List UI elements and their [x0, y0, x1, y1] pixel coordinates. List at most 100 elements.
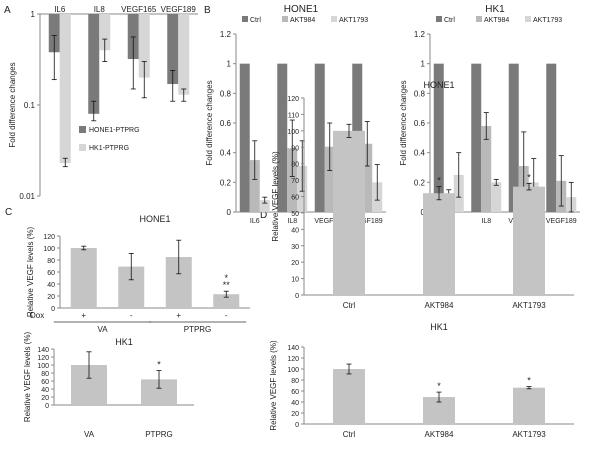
chart-c-hone1-dox-value: +: [81, 311, 86, 320]
chart-b-hone1-legend-label: Ctrl: [250, 17, 261, 24]
chart-d-hk1-category-label: AKT1793: [512, 430, 546, 439]
chart-c-hone1-y-axis-label: Relative VEGF levels (%): [26, 227, 35, 318]
chart-a-bar: [138, 14, 150, 78]
chart-b-hone1-bar: [239, 63, 250, 212]
chart-d-hone1-bar: [333, 130, 365, 295]
chart-d-hone1-y-tick-label: 100: [287, 129, 299, 136]
chart-d-hone1-y-tick-label: 120: [287, 96, 299, 103]
chart-b-hone1-y-tick-label: 0.8: [220, 89, 232, 98]
chart-c-hk1-y-tick-label: 140: [37, 347, 49, 354]
chart-c-hone1-group-label: PTPRG: [184, 325, 212, 334]
chart-b-hone1-bar: [259, 200, 270, 212]
chart-c-hone1-y-tick-label: 80: [47, 258, 55, 265]
chart-a-y-tick-label: 1: [31, 10, 36, 19]
chart-c-hk1-y-axis-label: Relative VEGF levels (%): [23, 332, 32, 423]
chart-a-legend-swatch: [79, 144, 86, 151]
chart-c-hk1-y-tick-label: 100: [37, 363, 49, 370]
chart-b-hk1-category-label: VEGF189: [546, 218, 577, 225]
chart-c-hk1-title: HK1: [115, 337, 133, 347]
chart-b-hone1-legend-swatch: [282, 16, 288, 22]
chart-b-hone1-y-tick-label: 0.4: [220, 149, 232, 158]
chart-b-hone1-y-axis-label: Fold difference changes: [205, 80, 214, 165]
chart-b-hk1-y-tick-label: 0.6: [414, 119, 426, 128]
chart-d-hk1-significance-mark: *: [527, 376, 531, 386]
chart-a-category-label: IL6: [54, 5, 66, 14]
chart-d-hone1-y-tick-label: 10: [291, 277, 299, 284]
chart-d-hk1-y-tick-label: 120: [287, 356, 299, 363]
chart-b-hk1-bar: [491, 182, 502, 212]
chart-b-hone1-bar: [362, 143, 373, 212]
chart-b-hone1-legend-label: AKT1793: [339, 17, 368, 24]
chart-b-hk1-legend-swatch: [436, 16, 442, 22]
chart-d-hone1-y-tick-label: 0: [295, 293, 299, 300]
chart-d-hone1-title: HONE1: [423, 80, 454, 90]
chart-a-category-label: VEGF165: [121, 5, 157, 14]
chart-c-hone1-y-tick-label: 100: [43, 246, 55, 253]
chart-b-hk1-legend-label: AKT984: [484, 17, 509, 24]
chart-b-hk1-y-tick-label: 1.2: [414, 30, 426, 39]
chart-a-bar: [99, 14, 111, 51]
chart-b-hone1: 0 0.2 0.4 0.6 0.8 1 1.2 Fold difference changes…: [205, 4, 386, 225]
chart-b-hone1-bar: [287, 148, 298, 212]
chart-d-hk1-bar: [333, 369, 365, 424]
chart-d-hone1-category-label: AKT984: [425, 301, 454, 310]
chart-d-hk1-y-tick-label: 0: [295, 422, 299, 429]
chart-c-hone1-dox-value: +: [176, 311, 181, 320]
chart-b-hk1-y-tick-label: 0.8: [414, 89, 426, 98]
chart-b-hk1-legend-label: Ctrl: [444, 17, 455, 24]
chart-d-hone1-y-tick-label: 20: [291, 260, 299, 267]
chart-d-hone1-bar: [513, 186, 545, 295]
chart-b-hone1-bar: [277, 63, 288, 212]
chart-b-hk1-title: HK1: [485, 4, 505, 15]
chart-c-hk1-y-tick-label: 0: [45, 403, 49, 410]
chart-d-hone1-y-tick-label: 60: [291, 195, 299, 202]
chart-b-hone1-title: HONE1: [284, 4, 319, 15]
chart-d-hone1-category-label: AKT1793: [512, 301, 546, 310]
panel-label-d: D: [260, 210, 267, 221]
panel-label-b: B: [204, 5, 211, 16]
chart-c-hone1-significance-mark: **: [223, 280, 231, 290]
chart-c-hone1-dox-value: -: [130, 311, 133, 320]
chart-b-hone1-bar: [324, 146, 335, 212]
chart-b-hk1-y-axis-label: Fold difference changes: [399, 80, 408, 165]
chart-d-hone1-category-label: Ctrl: [343, 301, 356, 310]
chart-c-hone1-dox-label: Dox: [30, 311, 44, 320]
chart-b-hk1-bar: [546, 63, 557, 212]
chart-b-hone1-category-label: VEGF165: [314, 218, 345, 225]
chart-c-hone1-group-label: VA: [97, 325, 108, 334]
chart-d-hone1-y-tick-label: 50: [291, 211, 299, 218]
panel-label-c: C: [5, 207, 12, 218]
chart-d-hk1-y-tick-label: 140: [287, 345, 299, 352]
chart-c-hk1-y-tick-label: 40: [41, 387, 49, 394]
chart-b-hk1-bar: [471, 63, 482, 212]
chart-d-hk1-y-tick-label: 80: [291, 378, 299, 385]
chart-a-y-tick-label: 0.1: [24, 101, 36, 110]
chart-d-hone1-significance-mark: *: [437, 176, 441, 186]
chart-c-hk1-category-label: VA: [84, 430, 95, 439]
chart-b-hone1-y-tick-label: 0: [227, 208, 232, 217]
chart-d-hk1-y-tick-label: 40: [291, 400, 299, 407]
chart-a-fold-change-log: 1 0.1 0.01 Fold difference changes IL6 IL8 VEG…: [8, 5, 198, 201]
chart-b-hone1-y-tick-label: 0.2: [220, 178, 232, 187]
chart-b-hk1-legend-label: AKT1793: [533, 17, 562, 24]
panel-label-a: A: [4, 5, 11, 16]
chart-b-hk1-legend-swatch: [476, 16, 482, 22]
chart-b-hone1-bar: [314, 63, 325, 212]
chart-d-hone1-y-tick-label: 70: [291, 178, 299, 185]
chart-c-hk1-y-tick-label: 80: [41, 371, 49, 378]
chart-d-hone1-y-tick-label: 110: [288, 112, 299, 119]
chart-d-hone1: 0 10 20 30 40 50 60 70 80 90 100 110 120 Relative VEG…: [271, 80, 574, 310]
chart-b-hone1-category-label: IL6: [250, 218, 260, 225]
chart-c-hk1-y-tick-label: 120: [37, 355, 49, 362]
chart-c-hone1-y-tick-label: 60: [47, 270, 55, 277]
chart-b-hk1-bar: [481, 125, 492, 212]
chart-d-hone1-significance-mark: *: [527, 172, 531, 182]
chart-d-hk1-y-tick-label: 60: [291, 389, 299, 396]
chart-c-hone1-significance-mark: *: [224, 273, 228, 283]
chart-c-hone1-y-tick-label: 120: [43, 234, 55, 241]
chart-d-hk1-category-label: AKT984: [425, 430, 454, 439]
chart-c-hone1-y-tick-label: 0: [51, 306, 55, 313]
chart-d-hk1-category-label: Ctrl: [343, 430, 356, 439]
